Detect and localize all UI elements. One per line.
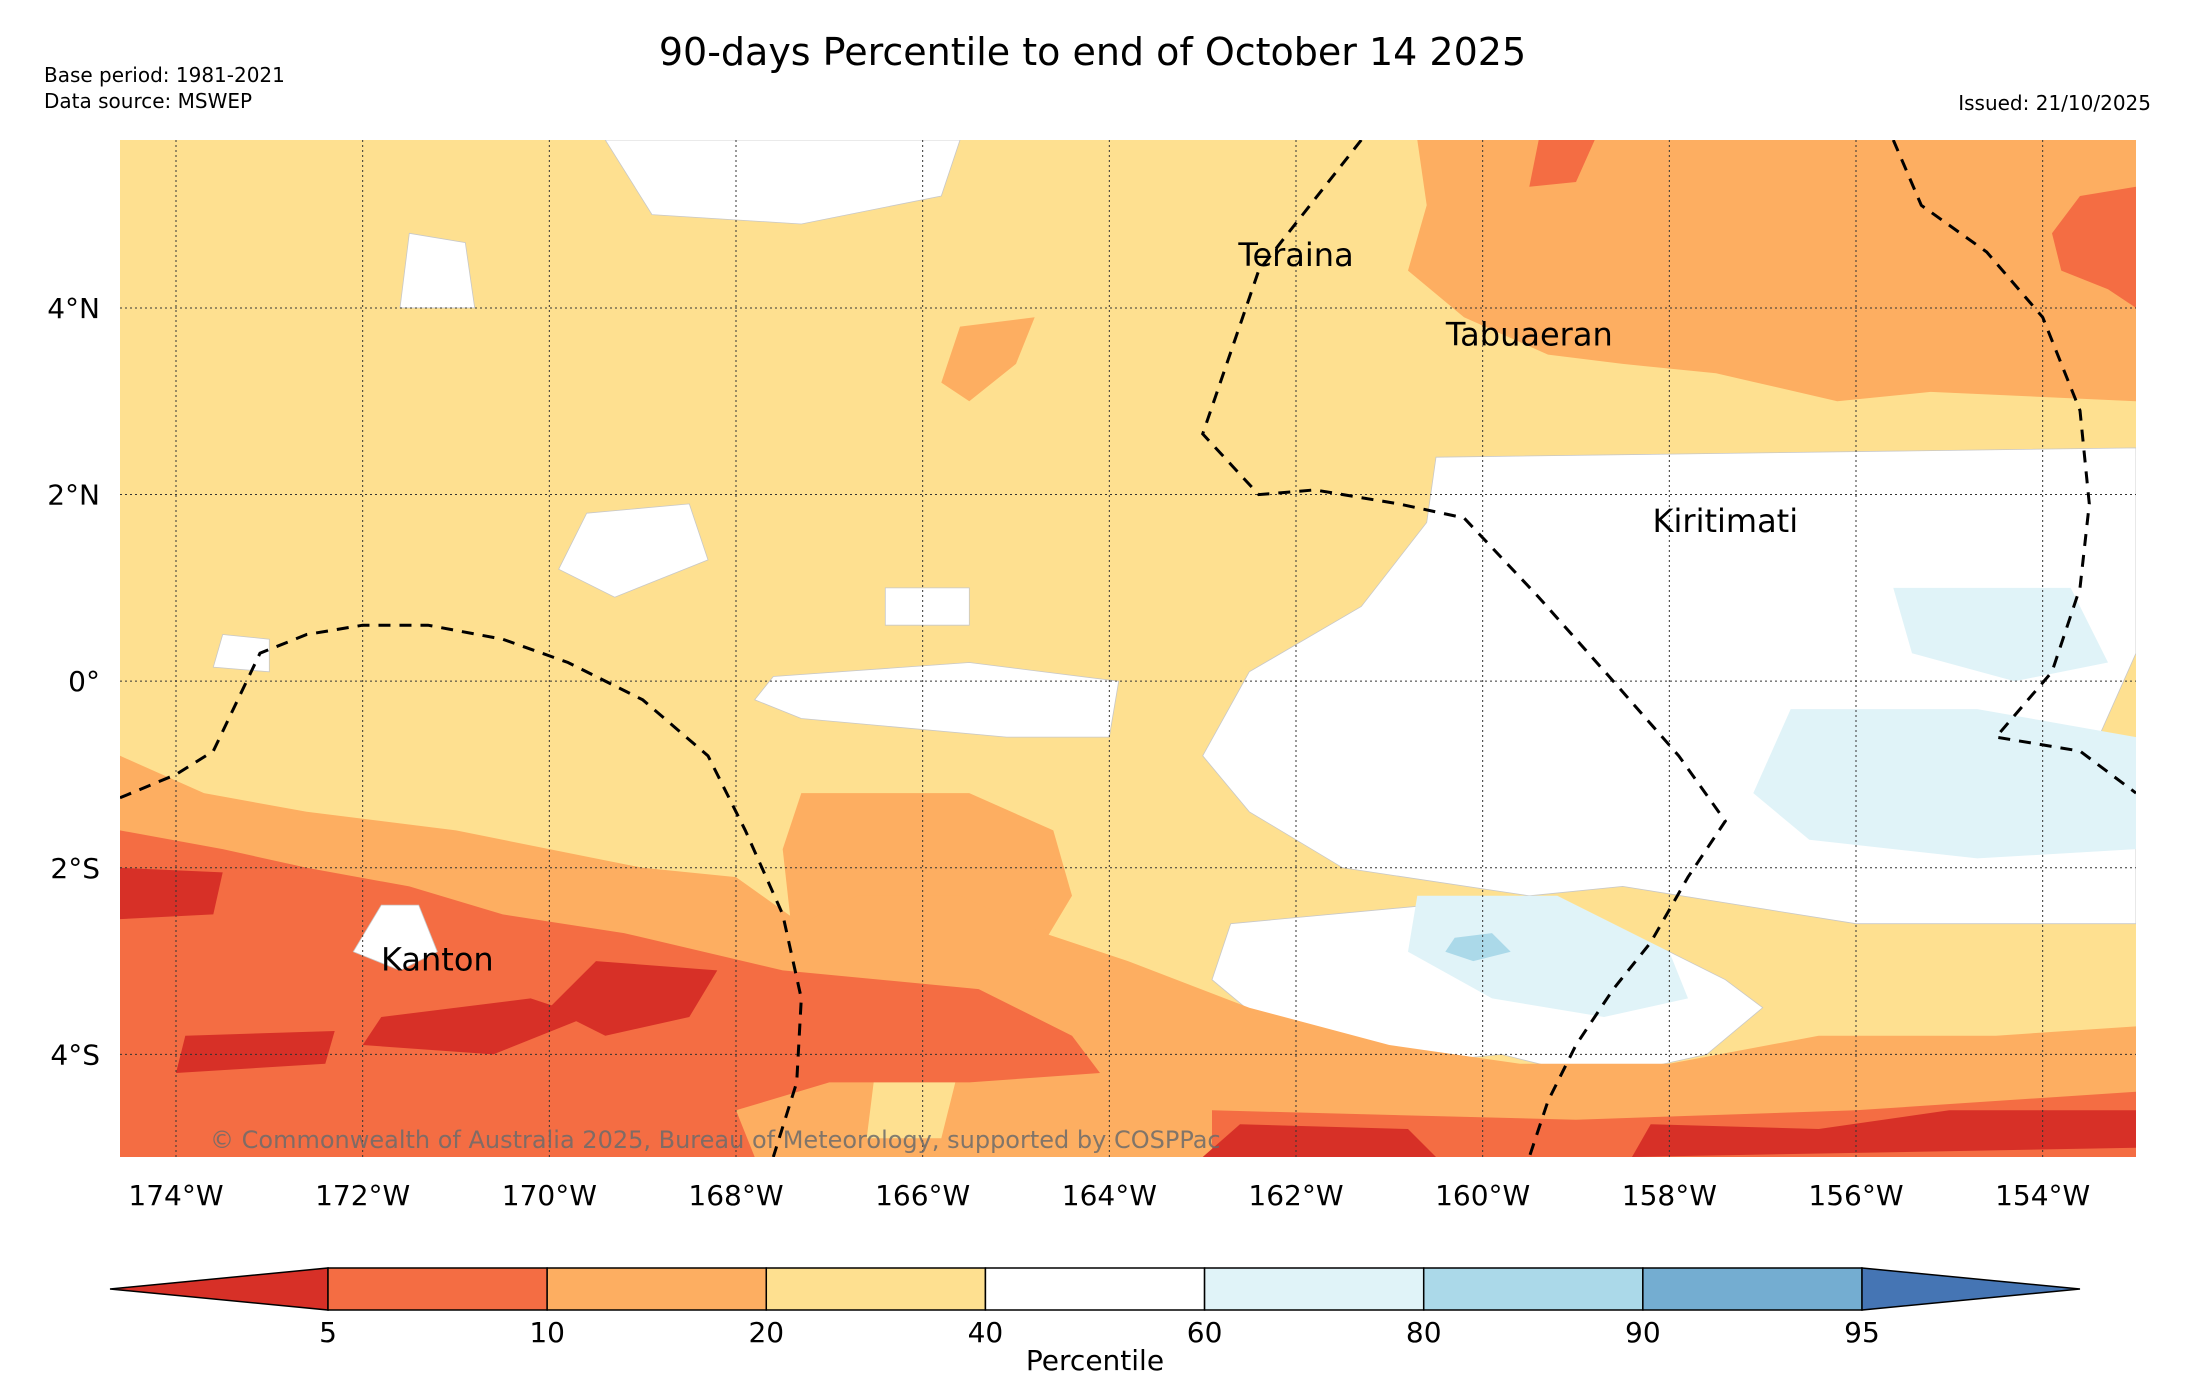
meta-info: Base period: 1981-2021 Data source: MSWE… [44,62,285,114]
percentile-region-40-60 [884,587,970,626]
island-labels: Teraina Tabuaeran Kiritimati Kanton [381,236,1798,978]
data-source: Data source: MSWEP [44,89,253,113]
percentile-region-10-20 [1408,140,2136,402]
percentile-region-10-20 [941,317,1035,402]
percentile-region-60-80 [1753,709,2136,859]
lon-tick-label: 166°W [875,1179,970,1212]
island-label: Kanton [381,940,494,978]
eez-boundary-line [120,623,803,1157]
colorbar-low-extension [109,1267,329,1311]
percentile-region-5-10 [1529,140,1595,187]
lat-tick-label: 2°N [47,479,100,512]
percentile-region-<5 [1632,1110,2136,1157]
lon-tick-label: 158°W [1622,1179,1717,1212]
percentile-region-40-60 [558,503,709,598]
colorbar-tick-label: 10 [529,1316,565,1349]
issued-date: Issued: 21/10/2025 [1958,91,2151,115]
copyright-notice: © Commonwealth of Australia 2025, Bureau… [210,1126,1221,1154]
percentile-region-<5 [176,1031,335,1073]
colorbar-high-extension [1861,1267,2081,1311]
percentile-region-<5 [120,867,223,920]
lat-tick-label: 4°S [50,1038,100,1071]
island-label: Tabuaeran [1445,315,1613,353]
lat-tick-label: 0° [68,665,100,698]
colorbar-tick-label: 80 [1406,1316,1442,1349]
colorbar-tick-label: 20 [748,1316,784,1349]
colorbar-tick-label: 90 [1625,1316,1661,1349]
percentile-region-40-60 [604,140,961,225]
lon-tick-label: 164°W [1062,1179,1157,1212]
colorbar-tick-label: 60 [1187,1316,1223,1349]
eez-boundary-line [1200,140,1728,1157]
lat-tick-label: 4°N [47,292,100,325]
percentile-region-60-80 [1408,895,1688,1017]
percentile-region-60-80 [1893,587,2108,682]
colorbar-segment [1422,1267,1644,1311]
percentile-region-40-60 [399,232,476,309]
percentile-region-5-10 [2052,186,2136,308]
island-label: Kiritimati [1653,502,1799,540]
colorbar-segment [327,1267,548,1311]
eez-boundary-line [1891,140,2136,795]
percentile-region-40-60 [212,634,270,673]
colorbar-segment [765,1267,987,1311]
graticule [120,140,2136,1157]
colorbar-segment [984,1267,1206,1311]
colorbar-tick-label: 5 [319,1316,337,1349]
percentile-region-<5 [1202,1124,1436,1157]
lon-tick-label: 172°W [315,1179,410,1212]
lat-tick-label: 2°S [50,852,100,885]
percentile-region-80-90 [1445,933,1511,962]
axis-labels: 174°W 172°W 170°W 168°W 166°W 164°W 162°W 160°W… [47,292,2090,1212]
percentile-region-<5 [362,998,587,1055]
colorbar-tick-label: 95 [1844,1316,1880,1349]
colorbar-label: Percentile [1026,1344,1164,1377]
lon-tick-label: 162°W [1248,1179,1343,1212]
lon-tick-label: 174°W [128,1179,223,1212]
lon-tick-label: 156°W [1808,1179,1903,1212]
percentile-region-<5 [549,961,718,1036]
lon-tick-label: 160°W [1435,1179,1530,1212]
island-label: Teraina [1237,236,1353,274]
lon-tick-label: 170°W [502,1179,597,1212]
base-period: Base period: 1981-2021 [44,63,285,87]
lon-tick-label: 154°W [1995,1179,2090,1212]
colorbar-segment [1642,1267,1863,1311]
lon-tick-label: 168°W [688,1179,783,1212]
chart-title: 90-days Percentile to end of October 14 … [658,30,1527,74]
map-area [120,140,2136,1157]
colorbar: 5 10 20 40 60 80 90 95 [109,1267,2081,1349]
colorbar-segment [546,1267,768,1311]
colorbar-tick-label: 40 [968,1316,1004,1349]
eez-boundaries [120,140,2136,1157]
colorbar-segment [1203,1267,1425,1311]
percentile-region-40-60 [352,904,438,971]
